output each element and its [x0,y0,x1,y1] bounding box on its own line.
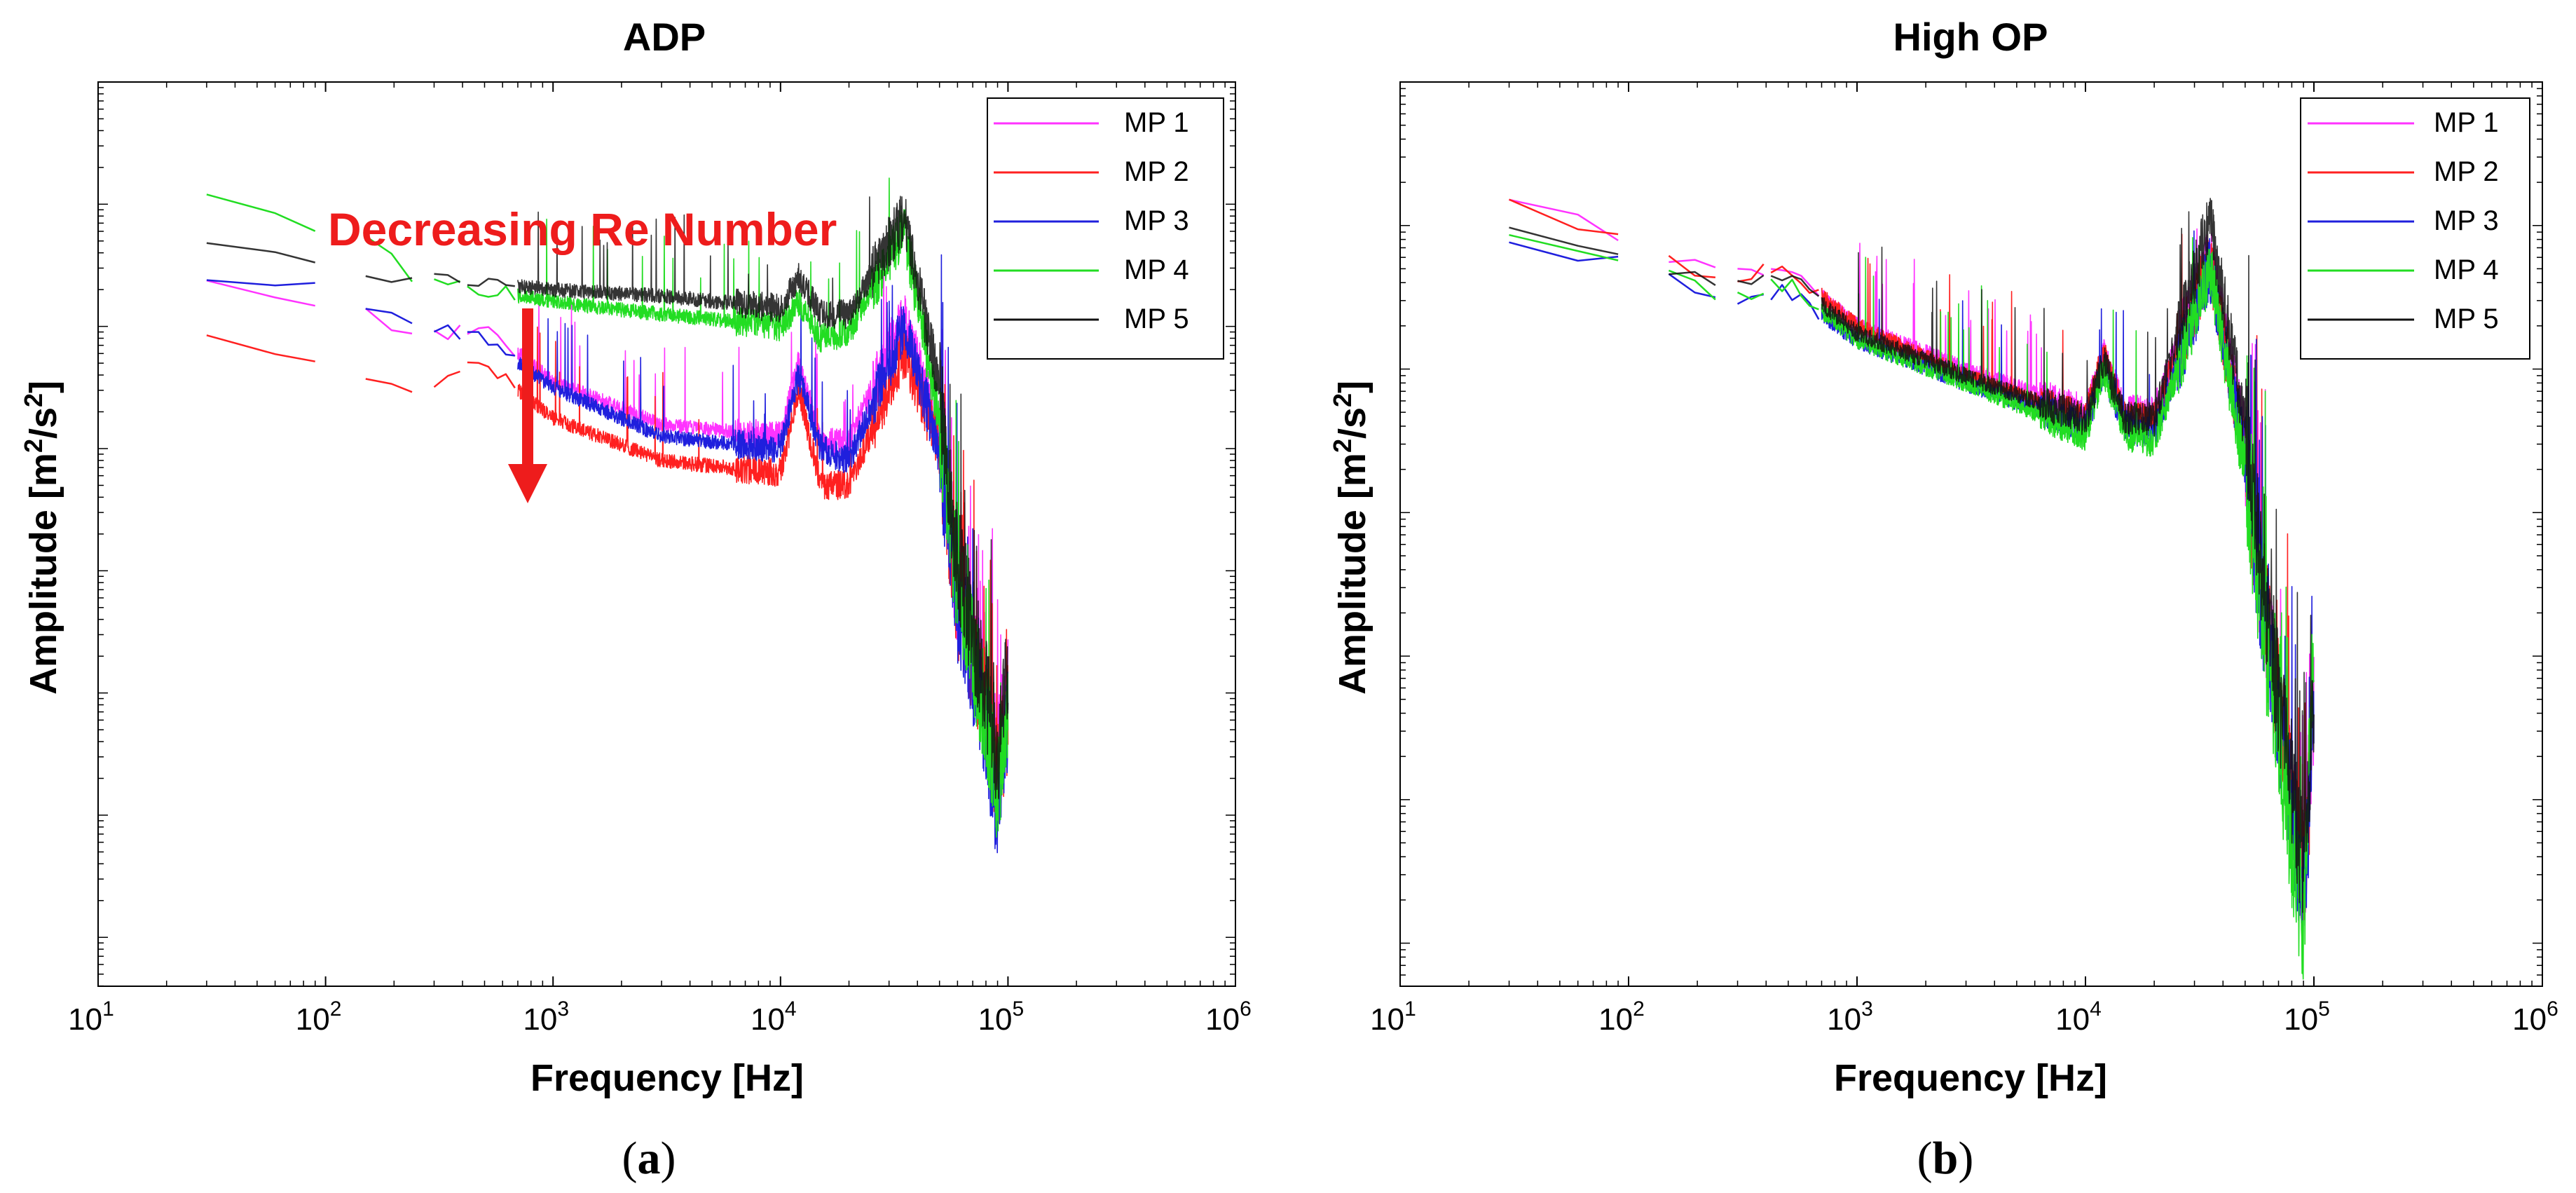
x-tick-label: 101 [68,997,114,1037]
y-axis-label: Amplitude [m2/s2] [19,381,65,695]
x-axis-label: Frequency [Hz] [530,1057,804,1099]
annotation-text: Decreasing Re Number [328,203,837,255]
series-line-mp-5 [1509,226,1619,255]
legend-label: MP 2 [1124,156,1189,187]
legend-label: MP 1 [1124,107,1189,138]
series-line-mp-4 [206,193,316,232]
series-line-mp-2 [206,334,315,362]
series-line-mp-5 [206,242,316,264]
series-line-mp-4 [1736,291,1765,300]
series-line-mp-1 [1737,268,1765,276]
series-line-mp-3 [1668,273,1716,299]
panel-label: (b) [1917,1133,1974,1184]
series-line-mp-5 [1669,271,1716,286]
series-line-mp-2 [1770,265,1819,294]
x-tick-label: 104 [2055,997,2102,1037]
series-line-mp-2 [467,361,516,389]
series-line-mp-5 [365,275,413,283]
x-tick-label: 104 [751,997,797,1037]
series-line-mp-2 [1668,254,1716,279]
decreasing-arrow [508,308,547,503]
series-line-mp-5 [467,278,515,287]
series-line-mp-5 [1821,198,2315,913]
y-minor-ticks [98,87,1235,987]
legend-label: MP 5 [2434,304,2499,334]
legend-box [987,97,1224,360]
x-tick-label: 103 [523,997,569,1037]
series-line-mp-4 [1509,233,1619,261]
x-axis-label: Frequency [Hz] [1834,1057,2107,1099]
legend-label: MP 2 [2434,156,2499,187]
y-minor-ticks [1400,88,2542,976]
series-lines [206,177,1009,854]
y-axis-label: Amplitude [m2/s2] [1328,381,1374,695]
legend-box [2300,97,2530,360]
series-line-mp-4 [365,235,413,282]
series-line-mp-1 [364,308,413,335]
chart-title: High OP [1893,15,2048,59]
legend-label: MP 4 [2434,254,2499,285]
series-line-mp-2 [365,378,413,393]
x-tick-label: 106 [1205,997,1252,1037]
x-axis-ticks: 101 102 103 104 105 106 [1370,82,2558,1037]
series-line-mp-1 [433,325,461,341]
series-line-mp-3 [206,279,315,287]
x-tick-label: 102 [1598,997,1645,1037]
x-tick-label: 105 [978,997,1025,1037]
x-tick-label: 106 [2512,997,2558,1037]
series-lines [1509,198,2315,980]
series-line-mp-4 [517,177,1009,838]
legend-label: MP 5 [1124,304,1189,334]
series-line-mp-3 [467,331,515,357]
x-axis-ticks: 101 102 103 104 105 106 [68,82,1252,1037]
x-tick-label: 101 [1370,997,1416,1037]
series-line-mp-4 [467,285,516,301]
series-line-mp-4 [434,278,460,286]
x-tick-label: 102 [296,997,342,1037]
legend-label: MP 1 [2434,107,2499,138]
series-line-mp-2 [1509,198,1619,236]
series-line-mp-5 [517,196,1009,800]
legend-label: MP 3 [1124,205,1189,236]
series-line-mp-4 [1770,278,1819,311]
legend: MP 1 MP 2 MP 3 MP 4 MP 5 [2300,97,2530,360]
legend: MP 1 MP 2 MP 3 MP 4 MP 5 [987,97,1224,360]
series-line-mp-3 [517,254,1009,854]
series-line-mp-2 [433,370,460,388]
series-line-mp-3 [365,308,413,325]
series-line-mp-1 [1771,268,1820,296]
legend-label: MP 3 [2434,205,2499,236]
series-line-mp-2 [1737,264,1765,282]
series-line-mp-5 [434,273,461,283]
chart-high-op: High OP 101 102 103 104 105 106 Frequency [Hz… [1328,15,2558,1184]
legend-label: MP 4 [1124,254,1189,285]
series-line-mp-1 [206,279,315,307]
chart-adp: ADP 101 102 103 104 105 106 Frequency [Hz] Am… [19,15,1252,1184]
x-tick-label: 105 [2284,997,2330,1037]
panel-label: (a) [622,1133,676,1184]
x-tick-label: 103 [1827,997,1873,1037]
series-line-mp-3 [433,324,461,340]
chart-title: ADP [623,15,706,59]
series-line-mp-1 [467,326,516,357]
series-line-mp-5 [1737,274,1765,285]
series-line-mp-5 [1770,275,1820,297]
